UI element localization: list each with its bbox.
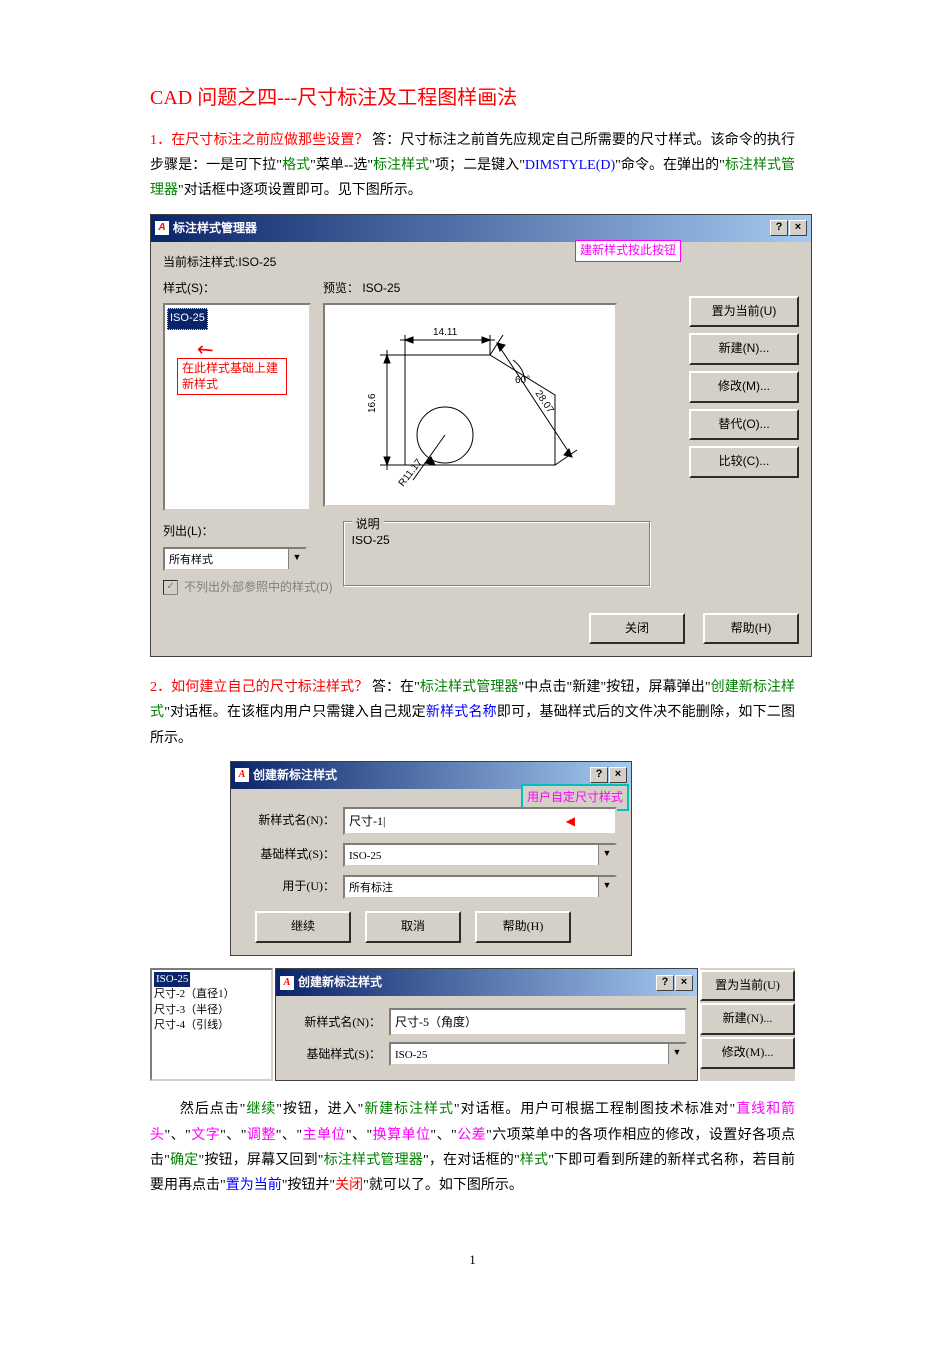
help-button[interactable]: 帮助(H) xyxy=(475,911,571,943)
arrow-icon: ◀ xyxy=(566,811,575,833)
combo-value: 所有标注 xyxy=(345,877,598,897)
styles-label: 样式(S)： xyxy=(163,278,313,300)
list-filter-label: 列出(L)： xyxy=(163,521,333,543)
create-style-strip: ISO-25 尺寸-2（直径1） 尺寸-3（半径） 尺寸-4（引线） A 创建新… xyxy=(150,968,795,1082)
styles-listbox[interactable]: ISO-25 ↖ 在此样式基础上建新样式 xyxy=(163,303,311,511)
combo-value: 所有样式 xyxy=(165,549,288,569)
new-name-input[interactable]: 尺寸-1| ◀ xyxy=(343,807,617,835)
list-item[interactable]: 尺寸-4（引线） xyxy=(154,1019,229,1031)
current-style-label: 当前标注样式:ISO-25 xyxy=(163,252,799,274)
cancel-button[interactable]: 取消 xyxy=(365,911,461,943)
new-button[interactable]: 新建(N)... xyxy=(700,1003,795,1035)
create-new-style-dialog: A 创建新标注样式 ? × 用户自定尺寸样式 新样式名(N)： 尺寸-1| ◀ … xyxy=(230,761,632,956)
dialog-title: 创建新标注样式 xyxy=(253,765,337,787)
help-icon[interactable]: ? xyxy=(590,767,608,783)
paragraph-3: 然后点击"继续"按钮，进入"新建标注样式"对话框。用户可根据工程制图技术标准对"… xyxy=(150,1097,795,1198)
dimstyle-manager-dialog: A 标注样式管理器 ? × 建新样式按此按钮 当前标注样式:ISO-25 样式(… xyxy=(150,214,812,658)
dim-left: 16.6 xyxy=(367,393,378,413)
combo-value: ISO-25 xyxy=(345,845,598,865)
close-icon[interactable]: × xyxy=(675,975,693,991)
dialog-title: 标注样式管理器 xyxy=(173,218,257,240)
new-name-input[interactable]: 尺寸-5（角度） xyxy=(389,1008,687,1036)
list-item[interactable]: 尺寸-2（直径1） xyxy=(154,988,235,1000)
modify-button[interactable]: 修改(M)... xyxy=(700,1037,795,1069)
page-number: 1 xyxy=(150,1248,795,1271)
callout-new-button: 建新样式按此按钮 xyxy=(575,240,681,262)
titlebar: A 标注样式管理器 ? × xyxy=(151,215,811,243)
new-button[interactable]: 新建(N)... xyxy=(689,333,799,365)
list-filter-combo[interactable]: 所有样式 ▼ xyxy=(163,547,307,571)
combo-value: ISO-25 xyxy=(391,1044,668,1064)
dialog-title: 创建新标注样式 xyxy=(298,972,382,994)
new-name-label: 新样式名(N)： xyxy=(286,1012,381,1034)
close-button[interactable]: 关闭 xyxy=(589,613,685,645)
titlebar: A 创建新标注样式 ? × xyxy=(276,969,697,997)
app-icon: A xyxy=(155,221,169,235)
chevron-down-icon[interactable]: ▼ xyxy=(598,877,615,897)
list-item[interactable]: ISO-25 xyxy=(167,308,208,330)
dim-angle: 60° xyxy=(515,375,530,386)
group-title: 说明 xyxy=(352,514,384,536)
callout-base-style: 在此样式基础上建新样式 xyxy=(177,358,287,395)
chevron-down-icon[interactable]: ▼ xyxy=(288,549,305,569)
base-style-combo[interactable]: ISO-25 ▼ xyxy=(343,843,617,867)
chevron-down-icon[interactable]: ▼ xyxy=(598,845,615,865)
description-text: ISO-25 xyxy=(352,530,642,552)
dim-top: 14.11 xyxy=(433,327,458,338)
list-item[interactable]: ISO-25 xyxy=(154,972,190,987)
base-style-combo[interactable]: ISO-25 ▼ xyxy=(389,1042,687,1066)
list-item[interactable]: 尺寸-3（半径） xyxy=(154,1004,229,1016)
app-icon: A xyxy=(280,976,294,990)
close-icon[interactable]: × xyxy=(609,767,627,783)
modify-button[interactable]: 修改(M)... xyxy=(689,371,799,403)
close-icon[interactable]: × xyxy=(789,220,807,236)
compare-button[interactable]: 比较(C)... xyxy=(689,446,799,478)
chevron-down-icon[interactable]: ▼ xyxy=(668,1044,685,1064)
preview-pane: 14.11 16.6 28.07 60° R11.17 xyxy=(323,303,617,507)
continue-button[interactable]: 继续 xyxy=(255,911,351,943)
page-title: CAD 问题之四---尺寸标注及工程图样画法 xyxy=(150,80,795,116)
set-current-button[interactable]: 置为当前(U) xyxy=(700,970,795,1002)
preview-label: 预览： ISO-25 xyxy=(323,278,679,300)
question-1: 1．在尺寸标注之前应做那些设置？ 答：尺寸标注之前首先应规定自己所需要的尺寸样式… xyxy=(150,128,795,204)
set-current-button[interactable]: 置为当前(U) xyxy=(689,296,799,328)
description-group: 说明 ISO-25 xyxy=(343,521,651,587)
use-for-label: 用于(U)： xyxy=(245,876,335,898)
help-icon[interactable]: ? xyxy=(656,975,674,991)
question-2: 2．如何建立自己的尺寸标注样式？ 答：在"标注样式管理器"中点击"新建"按钮，屏… xyxy=(150,675,795,751)
checkbox-xref[interactable]: ✓ xyxy=(163,580,178,595)
base-style-label: 基础样式(S)： xyxy=(245,844,335,866)
new-name-label: 新样式名(N)： xyxy=(245,810,335,832)
use-for-combo[interactable]: 所有标注 ▼ xyxy=(343,875,617,899)
help-icon[interactable]: ? xyxy=(770,220,788,236)
base-style-label: 基础样式(S)： xyxy=(286,1044,381,1066)
styles-list[interactable]: ISO-25 尺寸-2（直径1） 尺寸-3（半径） 尺寸-4（引线） xyxy=(150,968,273,1082)
dim-radius: R11.17 xyxy=(397,457,425,489)
override-button[interactable]: 替代(O)... xyxy=(689,409,799,441)
checkbox-label: 不列出外部参照中的样式(D) xyxy=(184,577,333,599)
help-button[interactable]: 帮助(H) xyxy=(703,613,799,645)
app-icon: A xyxy=(235,768,249,782)
